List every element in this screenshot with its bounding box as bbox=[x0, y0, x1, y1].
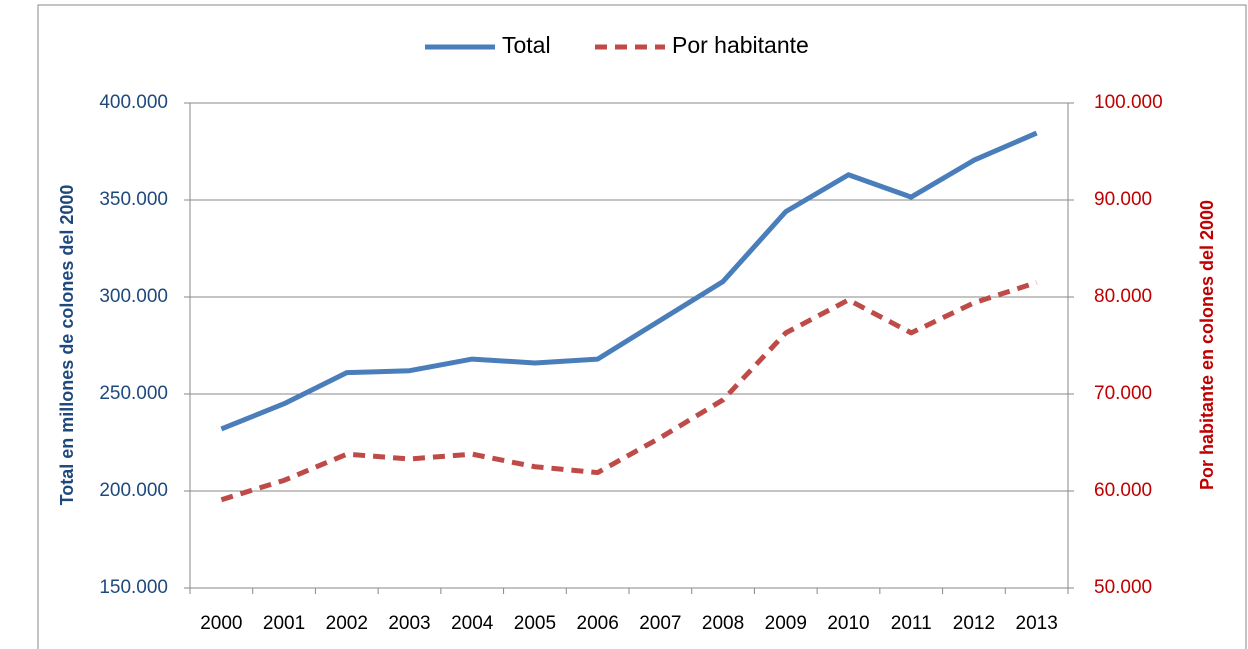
x-tick-label: 2013 bbox=[1016, 613, 1058, 634]
y-tick-label: 150.000 bbox=[99, 577, 168, 598]
x-tick-label: 2001 bbox=[263, 613, 305, 634]
y-tick-label: 250.000 bbox=[99, 383, 168, 404]
x-tick-label: 2012 bbox=[953, 613, 995, 634]
y2-tick-label: 70.000 bbox=[1094, 383, 1152, 404]
x-tick-label: 2006 bbox=[577, 613, 619, 634]
y-tick-label: 350.000 bbox=[99, 189, 168, 210]
x-tick-label: 2000 bbox=[200, 613, 242, 634]
line-series bbox=[220, 130, 1038, 432]
y2-tick-label: 80.000 bbox=[1094, 286, 1152, 307]
x-tick-label: 2004 bbox=[451, 613, 494, 634]
x-tick-label: 2011 bbox=[891, 613, 932, 634]
x-tick-label: 2009 bbox=[765, 613, 807, 634]
y-tick-label: 300.000 bbox=[99, 286, 168, 307]
x-tick-label: 2003 bbox=[388, 613, 430, 634]
line-series bbox=[220, 280, 1038, 503]
y-tick-label: 400.000 bbox=[99, 92, 168, 113]
x-tick-label: 2005 bbox=[514, 613, 556, 634]
y2-tick-label: 100.000 bbox=[1094, 92, 1163, 113]
y2-tick-label: 50.000 bbox=[1094, 577, 1152, 598]
x-tick-label: 2002 bbox=[326, 613, 368, 634]
chart-frame bbox=[37, 4, 1247, 649]
y2-tick-label: 90.000 bbox=[1094, 189, 1152, 210]
x-tick-label: 2010 bbox=[827, 613, 869, 634]
y2-axis-title: Por habitante en colones del 2000 bbox=[1197, 200, 1217, 490]
y-axis-title: Total en millones de colones del 2000 bbox=[57, 185, 77, 506]
legend-label: Por habitante bbox=[672, 32, 809, 58]
legend-label: Total bbox=[502, 32, 551, 58]
x-tick-label: 2008 bbox=[702, 613, 744, 634]
x-tick-label: 2007 bbox=[639, 613, 681, 634]
y-tick-label: 200.000 bbox=[99, 480, 168, 501]
y2-tick-label: 60.000 bbox=[1094, 480, 1152, 501]
